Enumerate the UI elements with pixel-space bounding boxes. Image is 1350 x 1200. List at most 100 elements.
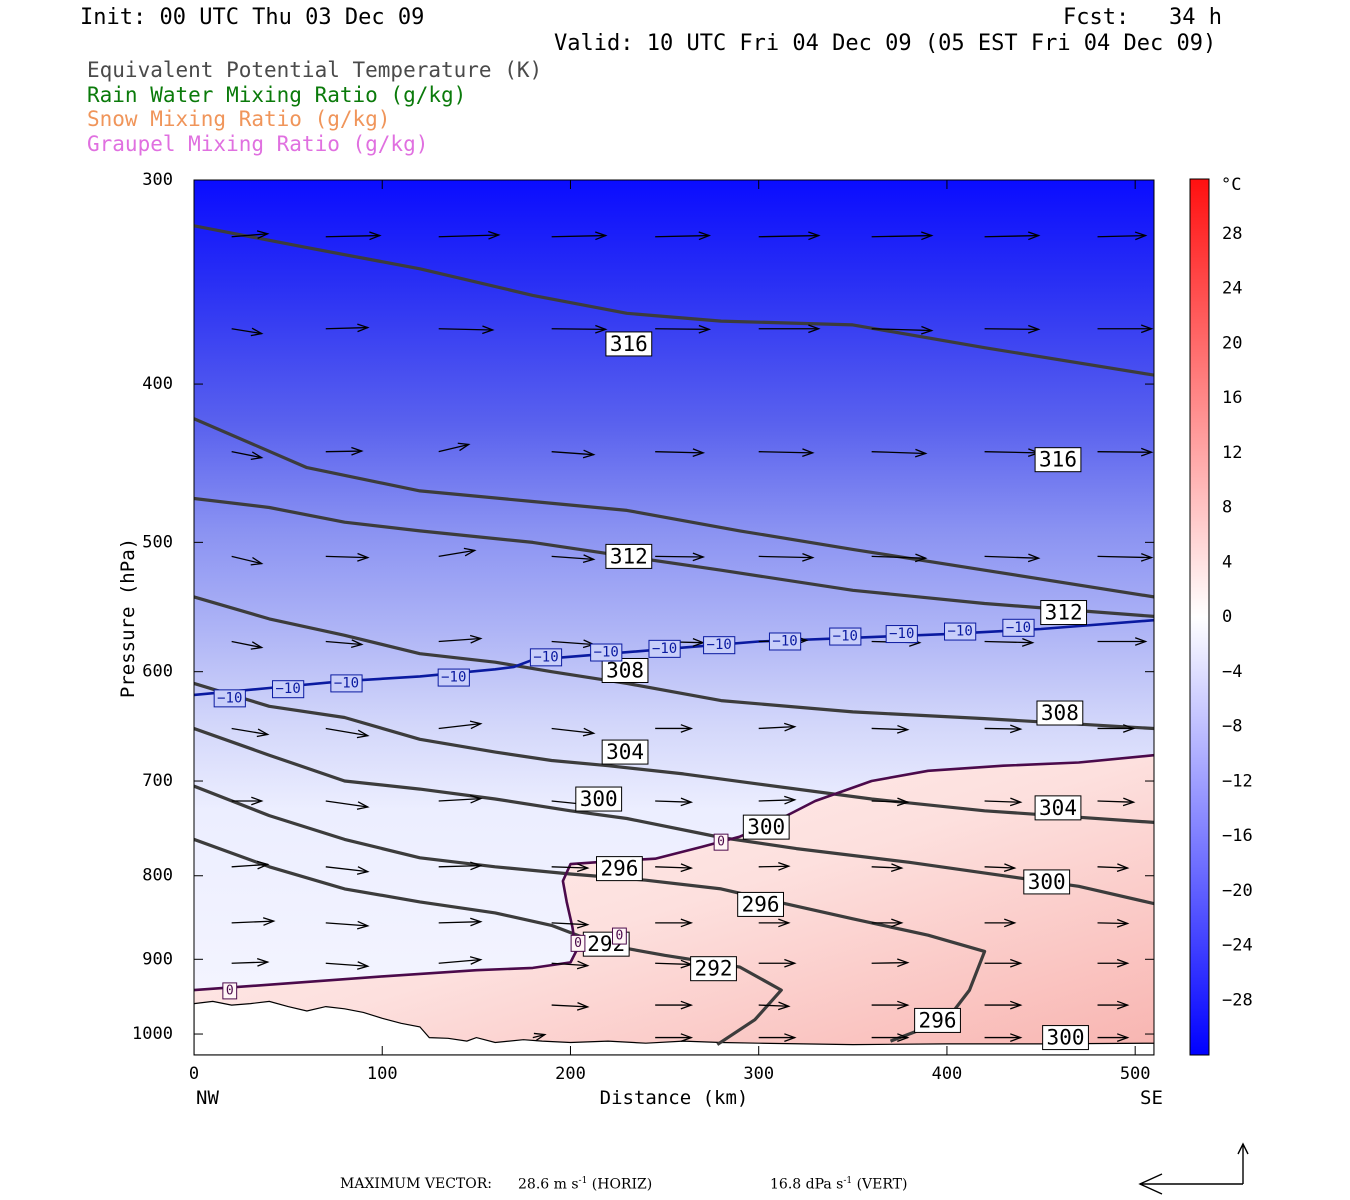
wind-vector: [231, 327, 264, 337]
wind-vector: [655, 863, 694, 873]
wind-vector: [438, 325, 495, 335]
wind-vector: [655, 231, 712, 241]
wind-vector: [325, 231, 382, 241]
wind-vector: [871, 1000, 910, 1010]
colorbar-tick-label: −12: [1222, 771, 1253, 791]
wind-vector: [655, 918, 694, 928]
colorbar-tick-label: −16: [1222, 826, 1253, 846]
wind-vector: [438, 917, 483, 927]
y-tick-label: 700: [142, 771, 173, 791]
wind-vector: [758, 722, 797, 732]
isotherm-label-minus10: −10: [529, 648, 563, 667]
wind-vector: [758, 1033, 797, 1042]
theta-e-contour-316: [194, 417, 1154, 599]
valid-time: Valid: 10 UTC Fri 04 Dec 09 (05 EST Fri …: [554, 31, 1217, 56]
x-tick-label: 500: [1120, 1064, 1151, 1084]
wind-vector: [1097, 231, 1148, 241]
x-end-label-nw: NW: [196, 1087, 219, 1109]
theta-e-label: 300: [1023, 869, 1071, 895]
wind-vector: [758, 231, 821, 241]
theta-e-label: 296: [737, 891, 784, 917]
isotherm-label-0: 0: [612, 927, 627, 945]
svg-text:304: 304: [606, 740, 644, 764]
svg-text:300: 300: [1047, 1026, 1085, 1050]
theta-e-label: 308: [1036, 700, 1084, 726]
svg-text:296: 296: [742, 892, 780, 916]
theta-e-label: 308: [601, 657, 649, 683]
isotherm-label-minus10: −10: [703, 636, 736, 655]
svg-text:−10: −10: [217, 690, 242, 706]
svg-text:−10: −10: [334, 675, 359, 691]
theta-e-label: 292: [690, 956, 737, 982]
theta-e-label: 316: [605, 331, 653, 357]
wind-vector: [325, 727, 370, 739]
wind-vector: [758, 1001, 791, 1011]
svg-text:308: 308: [1041, 701, 1079, 725]
wind-vector: [758, 448, 815, 458]
wind-vector: [438, 442, 471, 453]
wind-vector: [551, 1001, 590, 1011]
theta-e-label: 312: [605, 543, 653, 569]
reference-vector: [1138, 1142, 1249, 1195]
isotherm-label-minus10: −10: [648, 639, 681, 658]
wind-vector: [231, 727, 270, 738]
wind-vector: [438, 956, 483, 965]
wind-vector: [984, 1033, 1023, 1042]
svg-text:308: 308: [606, 658, 644, 682]
x-axis-title: Distance (km): [600, 1087, 749, 1109]
svg-text:312: 312: [610, 544, 648, 568]
legend-snow: Snow Mixing Ratio (g/kg): [87, 107, 391, 131]
wind-vector: [984, 958, 1023, 968]
svg-text:−10: −10: [889, 626, 914, 642]
wind-vector: [231, 860, 270, 870]
x-end-label-se: SE: [1140, 1087, 1163, 1109]
colorbar-tick-label: −28: [1222, 990, 1253, 1010]
legend-graupel: Graupel Mixing Ratio (g/kg): [87, 132, 429, 156]
wind-vector: [984, 231, 1041, 241]
colorbar-tick-label: −24: [1222, 936, 1253, 956]
max-vector-label: MAXIMUM VECTOR:: [340, 1176, 492, 1192]
svg-text:304: 304: [1039, 796, 1077, 820]
wind-vector: [655, 797, 694, 807]
terrain: [194, 1000, 1154, 1055]
isotherm-label-0: 0: [222, 982, 238, 1000]
colorbar-tick-label: 4: [1222, 552, 1232, 572]
wind-vector: [984, 797, 1023, 807]
theta-e-contour-308: [194, 595, 1154, 731]
colorbar-tick-label: 20: [1222, 333, 1242, 353]
svg-text:316: 316: [1039, 448, 1077, 472]
svg-text:316: 316: [610, 332, 648, 356]
wind-vector: [551, 231, 608, 241]
wind-vector: [1097, 918, 1130, 928]
svg-text:300: 300: [1028, 870, 1066, 894]
x-tick-label: 0: [189, 1064, 199, 1084]
wind-vector: [871, 448, 928, 458]
wind-vector: [984, 324, 1041, 334]
isotherm-label-minus10: −10: [829, 627, 862, 646]
colorbar-tick-label: 8: [1222, 498, 1232, 518]
y-tick-label: 400: [142, 374, 173, 394]
wind-vector: [1097, 447, 1154, 457]
wind-vector: [655, 324, 712, 334]
wind-vector: [551, 324, 608, 334]
wind-vector: [438, 230, 501, 240]
wind-vector: [231, 640, 264, 650]
isotherm-label-minus10: −10: [768, 632, 802, 651]
wind-vector: [984, 1000, 1023, 1010]
isotherm-label-minus10: −10: [437, 668, 470, 687]
wind-vector: [871, 797, 910, 807]
wind-vector: [1097, 324, 1154, 334]
svg-text:300: 300: [747, 815, 785, 839]
y-tick-label: 900: [142, 949, 173, 969]
wind-vector: [655, 724, 694, 733]
wind-vector: [325, 920, 370, 930]
wind-vector: [231, 796, 264, 806]
colorbar-tick-label: 0: [1222, 607, 1232, 627]
colorbar-tick-label: −20: [1222, 881, 1253, 901]
isotherm-label-minus10: −10: [885, 625, 918, 644]
theta-e-contour-316: [194, 224, 1154, 377]
wind-vector: [655, 448, 706, 458]
theta-e-label: 304: [1034, 795, 1082, 821]
wind-vector: [325, 961, 370, 970]
